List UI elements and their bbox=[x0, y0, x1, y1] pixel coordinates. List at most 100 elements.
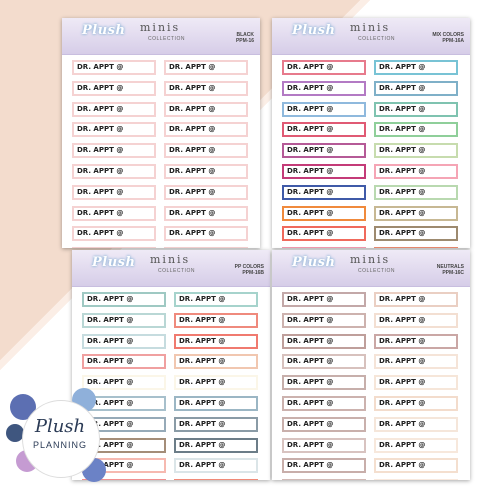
dr-appt-label: DR. APPT @ bbox=[164, 80, 248, 96]
dr-appt-label: DR. APPT @ bbox=[72, 80, 156, 96]
sheet-code-block: NEUTRALS PPM-16C bbox=[437, 264, 464, 276]
dr-appt-label: DR. APPT @ bbox=[82, 333, 166, 349]
dr-appt-label: DR. APPT @ bbox=[374, 226, 458, 242]
label-column-left: DR. APPT @ DR. APPT @ DR. APPT @ DR. APPT @… bbox=[282, 60, 366, 248]
sheet-code-block: BLACK PPM-16 bbox=[236, 32, 254, 44]
sheet-variant: MIX COLORS bbox=[432, 32, 464, 38]
sheet-code-block: MIX COLORS PPM-16A bbox=[432, 32, 464, 44]
dr-appt-label: DR. APPT @ bbox=[72, 184, 156, 200]
dr-appt-label: DR. APPT @ bbox=[374, 395, 458, 411]
dr-appt-label: DR. APPT @ bbox=[374, 312, 458, 328]
dr-appt-label: DR. APPT @ bbox=[72, 163, 156, 179]
dr-appt-label: DR. APPT @ bbox=[282, 292, 366, 307]
dr-appt-label: DR. APPT @ bbox=[72, 247, 156, 248]
dr-appt-label: DR. APPT @ bbox=[72, 60, 156, 75]
dr-appt-label: DR. APPT @ bbox=[164, 184, 248, 200]
dr-appt-label: DR. APPT @ bbox=[374, 122, 458, 138]
brand-plush: Plush bbox=[82, 23, 126, 38]
dr-appt-label: DR. APPT @ bbox=[82, 479, 166, 480]
dr-appt-label: DR. APPT @ bbox=[164, 163, 248, 179]
dr-appt-label: DR. APPT @ bbox=[282, 163, 366, 179]
dr-appt-label: DR. APPT @ bbox=[174, 395, 258, 411]
dr-appt-label: DR. APPT @ bbox=[282, 354, 366, 370]
dr-appt-label: DR. APPT @ bbox=[82, 292, 166, 307]
dr-appt-label: DR. APPT @ bbox=[374, 479, 458, 480]
label-column-right: DR. APPT @ DR. APPT @ DR. APPT @ DR. APPT @… bbox=[374, 60, 458, 248]
dr-appt-label: DR. APPT @ bbox=[174, 437, 258, 453]
label-column-left: DR. APPT @ DR. APPT @ DR. APPT @ DR. APPT @… bbox=[282, 292, 366, 480]
sheet-code: PPM-16A bbox=[442, 38, 464, 44]
dr-appt-label: DR. APPT @ bbox=[282, 101, 366, 117]
dr-appt-label: DR. APPT @ bbox=[282, 437, 366, 453]
dr-appt-label: DR. APPT @ bbox=[164, 101, 248, 117]
dr-appt-label: DR. APPT @ bbox=[174, 375, 258, 391]
badge-planning-text: PLANNING bbox=[32, 440, 87, 450]
dr-appt-label: DR. APPT @ bbox=[282, 247, 366, 248]
dr-appt-label: DR. APPT @ bbox=[374, 354, 458, 370]
dr-appt-label: DR. APPT @ bbox=[82, 312, 166, 328]
brand-collection: COLLECTION bbox=[148, 36, 185, 42]
sheet-code: PPM-16 bbox=[235, 38, 254, 44]
dr-appt-label: DR. APPT @ bbox=[174, 416, 258, 432]
dr-appt-label: DR. APPT @ bbox=[164, 122, 248, 138]
dr-appt-label: DR. APPT @ bbox=[282, 395, 366, 411]
label-column-right: DR. APPT @ DR. APPT @ DR. APPT @ DR. APPT @… bbox=[164, 60, 248, 248]
dr-appt-label: DR. APPT @ bbox=[174, 312, 258, 328]
label-column-right: DR. APPT @ DR. APPT @ DR. APPT @ DR. APPT @… bbox=[174, 292, 258, 480]
dr-appt-label: DR. APPT @ bbox=[282, 312, 366, 328]
dr-appt-label: DR. APPT @ bbox=[374, 292, 458, 307]
dr-appt-label: DR. APPT @ bbox=[374, 163, 458, 179]
sheet-header: Plush minis COLLECTION PP COLORS PPM-16B bbox=[72, 250, 270, 287]
dr-appt-label: DR. APPT @ bbox=[164, 226, 248, 242]
flower-decoration bbox=[6, 424, 24, 442]
dr-appt-label: DR. APPT @ bbox=[374, 416, 458, 432]
dr-appt-label: DR. APPT @ bbox=[72, 101, 156, 117]
dr-appt-label: DR. APPT @ bbox=[174, 292, 258, 307]
dr-appt-label: DR. APPT @ bbox=[374, 437, 458, 453]
sheet-header: Plush minis COLLECTION MIX COLORS PPM-16… bbox=[272, 18, 470, 55]
dr-appt-label: DR. APPT @ bbox=[374, 247, 458, 248]
dr-appt-label: DR. APPT @ bbox=[282, 458, 366, 474]
dr-appt-label: DR. APPT @ bbox=[174, 333, 258, 349]
dr-appt-label: DR. APPT @ bbox=[282, 479, 366, 480]
brand-minis: minis bbox=[150, 253, 191, 266]
sheet-header: Plush minis COLLECTION NEUTRALS PPM-16C bbox=[272, 250, 470, 287]
sticker-sheet-pp-colors: Plush minis COLLECTION PP COLORS PPM-16B… bbox=[72, 250, 270, 480]
dr-appt-label: DR. APPT @ bbox=[282, 80, 366, 96]
brand-minis: minis bbox=[350, 21, 391, 34]
brand-plush: Plush bbox=[292, 23, 336, 38]
sticker-sheet-black: Plush minis COLLECTION BLACK PPM-16 DR. … bbox=[62, 18, 260, 248]
sheet-variant: PP COLORS bbox=[234, 264, 264, 270]
label-column-left: DR. APPT @ DR. APPT @ DR. APPT @ DR. APPT @… bbox=[82, 292, 166, 480]
dr-appt-label: DR. APPT @ bbox=[374, 458, 458, 474]
sheet-variant: BLACK bbox=[236, 32, 255, 38]
label-column-left: DR. APPT @ DR. APPT @ DR. APPT @ DR. APPT @… bbox=[72, 60, 156, 248]
dr-appt-label: DR. APPT @ bbox=[374, 375, 458, 391]
dr-appt-label: DR. APPT @ bbox=[374, 101, 458, 117]
label-column-right: DR. APPT @ DR. APPT @ DR. APPT @ DR. APPT @… bbox=[374, 292, 458, 480]
dr-appt-label: DR. APPT @ bbox=[374, 80, 458, 96]
brand-collection: COLLECTION bbox=[358, 268, 395, 274]
dr-appt-label: DR. APPT @ bbox=[72, 143, 156, 159]
sheet-header: Plush minis COLLECTION BLACK PPM-16 bbox=[62, 18, 260, 55]
dr-appt-label: DR. APPT @ bbox=[374, 333, 458, 349]
dr-appt-label: DR. APPT @ bbox=[174, 458, 258, 474]
sticker-sheet-neutrals: Plush minis COLLECTION NEUTRALS PPM-16C … bbox=[272, 250, 470, 480]
sheet-variant: NEUTRALS bbox=[436, 264, 464, 270]
brand-minis: minis bbox=[350, 253, 391, 266]
dr-appt-label: DR. APPT @ bbox=[82, 375, 166, 391]
dr-appt-label: DR. APPT @ bbox=[374, 184, 458, 200]
badge-circle bbox=[22, 400, 100, 478]
dr-appt-label: DR. APPT @ bbox=[282, 416, 366, 432]
dr-appt-label: DR. APPT @ bbox=[282, 60, 366, 75]
brand-collection: COLLECTION bbox=[358, 36, 395, 42]
dr-appt-label: DR. APPT @ bbox=[282, 184, 366, 200]
dr-appt-label: DR. APPT @ bbox=[82, 437, 166, 453]
dr-appt-label: DR. APPT @ bbox=[164, 205, 248, 221]
dr-appt-label: DR. APPT @ bbox=[374, 143, 458, 159]
dr-appt-label: DR. APPT @ bbox=[164, 247, 248, 248]
sticker-sheet-mix-colors: Plush minis COLLECTION MIX COLORS PPM-16… bbox=[272, 18, 470, 248]
dr-appt-label: DR. APPT @ bbox=[82, 354, 166, 370]
brand-collection: COLLECTION bbox=[158, 268, 195, 274]
sheet-code-block: PP COLORS PPM-16B bbox=[235, 264, 264, 276]
